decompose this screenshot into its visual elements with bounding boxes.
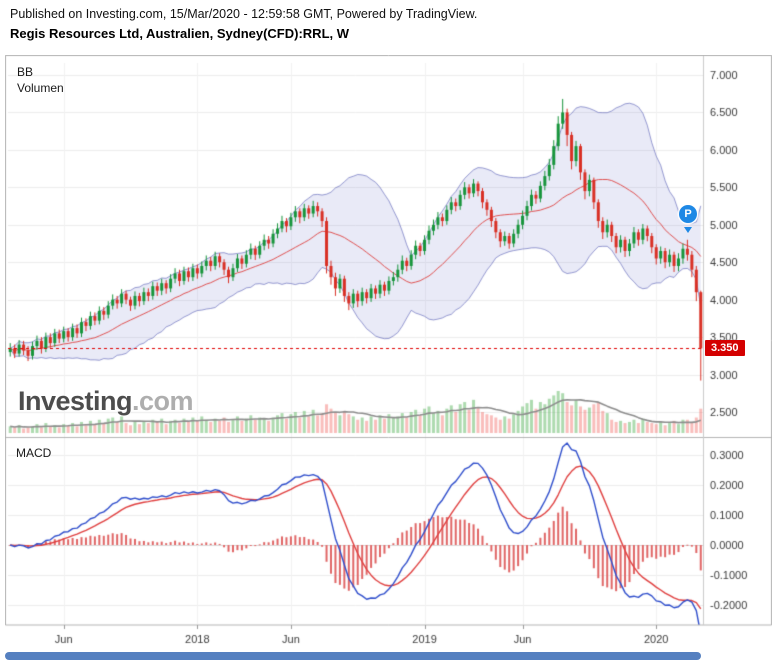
investing-watermark: Investing.com bbox=[18, 386, 194, 417]
event-marker-arrow-icon bbox=[684, 227, 692, 233]
watermark-suffix: .com bbox=[132, 386, 194, 416]
indicator-label-macd: MACD bbox=[16, 446, 52, 460]
horizontal-scrollbar[interactable] bbox=[5, 652, 701, 660]
chart-area[interactable]: BB Volumen MACD Investing.com 3.350 P bbox=[5, 55, 772, 650]
indicator-label-volume: Volumen bbox=[17, 81, 64, 95]
published-line: Published on Investing.com, 15/Mar/2020 … bbox=[10, 7, 478, 21]
price-macd-canvas[interactable] bbox=[5, 55, 772, 650]
indicator-label-bb: BB bbox=[17, 65, 34, 79]
page-title: Regis Resources Ltd, Australien, Sydney(… bbox=[10, 26, 350, 41]
event-marker-p[interactable]: P bbox=[679, 205, 697, 223]
watermark-name: Investing bbox=[18, 386, 133, 416]
last-price-tag: 3.350 bbox=[705, 340, 745, 356]
event-marker-label: P bbox=[684, 208, 692, 220]
